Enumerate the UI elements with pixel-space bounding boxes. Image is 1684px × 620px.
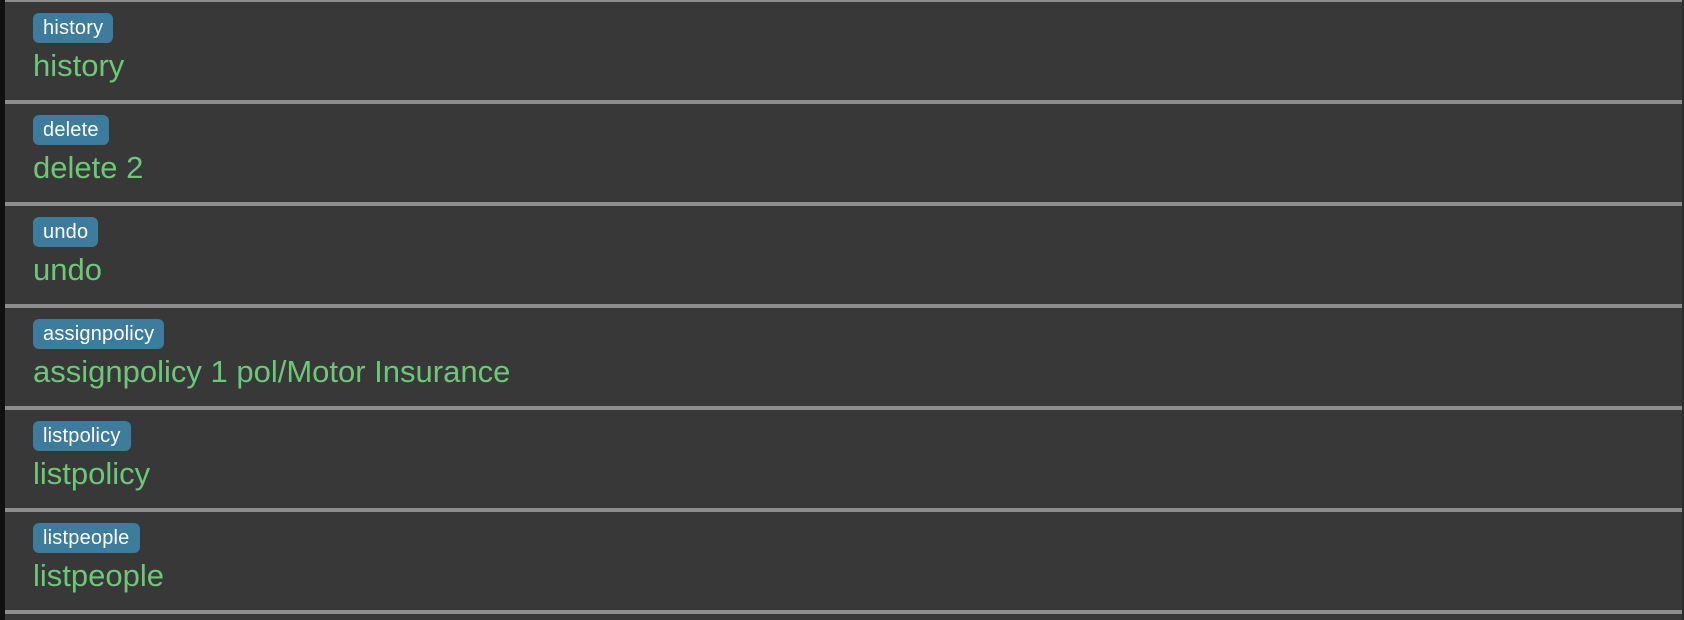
right-edge-strip xyxy=(1682,0,1684,620)
history-list-item: listpolicy listpolicy xyxy=(5,410,1684,512)
left-edge-strip xyxy=(0,0,5,620)
history-list-item: assignpolicy assignpolicy 1 pol/Motor In… xyxy=(5,308,1684,410)
command-text: assignpolicy 1 pol/Motor Insurance xyxy=(33,354,511,389)
command-history-list: history history delete delete 2 undo und… xyxy=(5,0,1684,614)
command-badge: history xyxy=(33,13,114,43)
history-rows: history history delete delete 2 undo und… xyxy=(5,2,1684,614)
command-text: delete 2 xyxy=(33,150,144,185)
history-list-item: delete delete 2 xyxy=(5,104,1684,206)
history-list-item: history history xyxy=(5,2,1684,104)
command-text: listpolicy xyxy=(33,456,151,491)
top-divider xyxy=(5,0,1684,2)
history-list-item: undo undo xyxy=(5,206,1684,308)
history-list-item: listpeople listpeople xyxy=(5,512,1684,614)
command-badge: delete xyxy=(33,115,109,145)
command-text: listpeople xyxy=(33,558,164,593)
command-text: undo xyxy=(33,252,102,287)
command-badge: undo xyxy=(33,217,99,247)
command-badge: listpeople xyxy=(33,523,140,553)
command-badge: assignpolicy xyxy=(33,319,165,349)
command-text: history xyxy=(33,48,125,83)
command-badge: listpolicy xyxy=(33,421,131,451)
